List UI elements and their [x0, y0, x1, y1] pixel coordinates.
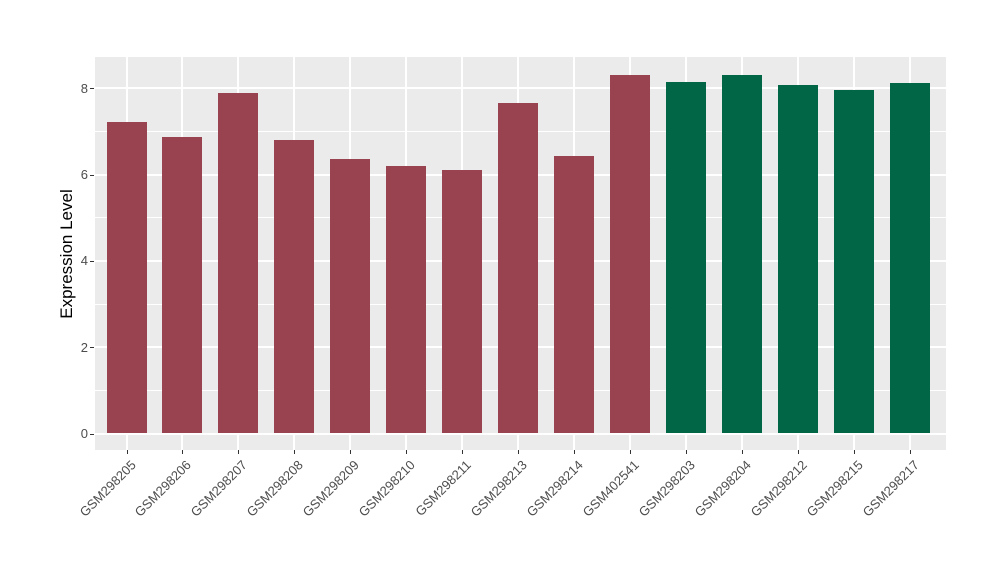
y-tick-mark	[90, 260, 94, 262]
x-tick-label: GSM298203	[635, 457, 698, 520]
x-tick-label: GSM298205	[76, 457, 139, 520]
y-tick-label: 8	[80, 80, 88, 96]
x-tick-label: GSM298210	[355, 457, 419, 520]
x-tick-label: GSM298209	[300, 457, 363, 520]
x-tick-mark	[406, 450, 408, 454]
h-gridline-major	[95, 87, 946, 90]
x-tick-mark	[462, 450, 464, 454]
bar	[274, 140, 315, 434]
y-tick-label: 2	[80, 339, 88, 355]
x-tick-label: GSM298204	[691, 457, 754, 520]
y-tick-mark	[90, 174, 94, 176]
x-tick-mark	[294, 450, 296, 454]
y-tick-label: 4	[80, 253, 88, 269]
x-tick-mark	[853, 450, 855, 454]
y-tick-mark	[90, 433, 94, 435]
x-tick-mark	[909, 450, 911, 454]
bar	[722, 74, 763, 434]
bar	[778, 84, 819, 434]
y-tick-mark	[90, 347, 94, 349]
bar	[610, 74, 651, 434]
bar	[889, 83, 930, 434]
x-tick-mark	[350, 450, 352, 454]
bar	[162, 136, 203, 434]
x-tick-mark	[574, 450, 576, 454]
x-tick-mark	[126, 450, 128, 454]
bar	[330, 158, 371, 434]
x-tick-mark	[182, 450, 184, 454]
x-tick-mark	[630, 450, 632, 454]
x-tick-label: GSM298211	[412, 457, 475, 519]
bar	[442, 169, 483, 434]
x-tick-label: GSM298208	[244, 457, 307, 520]
y-tick-mark	[90, 88, 94, 90]
x-tick-label: GSM298215	[803, 457, 866, 520]
x-tick-label: GSM298206	[132, 457, 195, 520]
x-tick-mark	[686, 450, 688, 454]
bar	[554, 155, 595, 434]
bar	[218, 93, 259, 434]
x-tick-mark	[518, 450, 520, 454]
x-tick-label: GSM298207	[188, 457, 251, 520]
plot-panel	[95, 57, 946, 450]
x-tick-label: GSM402541	[579, 457, 643, 520]
x-tick-mark	[742, 450, 744, 454]
x-tick-label: GSM298212	[747, 457, 810, 520]
y-tick-label: 6	[80, 167, 88, 183]
h-gridline-major	[95, 432, 946, 435]
x-tick-mark	[798, 450, 800, 454]
bar	[386, 165, 427, 434]
bar	[666, 81, 707, 434]
x-tick-label: GSM298214	[523, 457, 587, 520]
y-tick-label: 0	[80, 426, 88, 441]
bar	[833, 90, 874, 434]
x-tick-label: GSM298213	[467, 457, 531, 520]
x-tick-mark	[238, 450, 240, 454]
bar	[106, 121, 147, 434]
x-tick-label: GSM298217	[859, 457, 922, 520]
bar	[498, 103, 539, 434]
